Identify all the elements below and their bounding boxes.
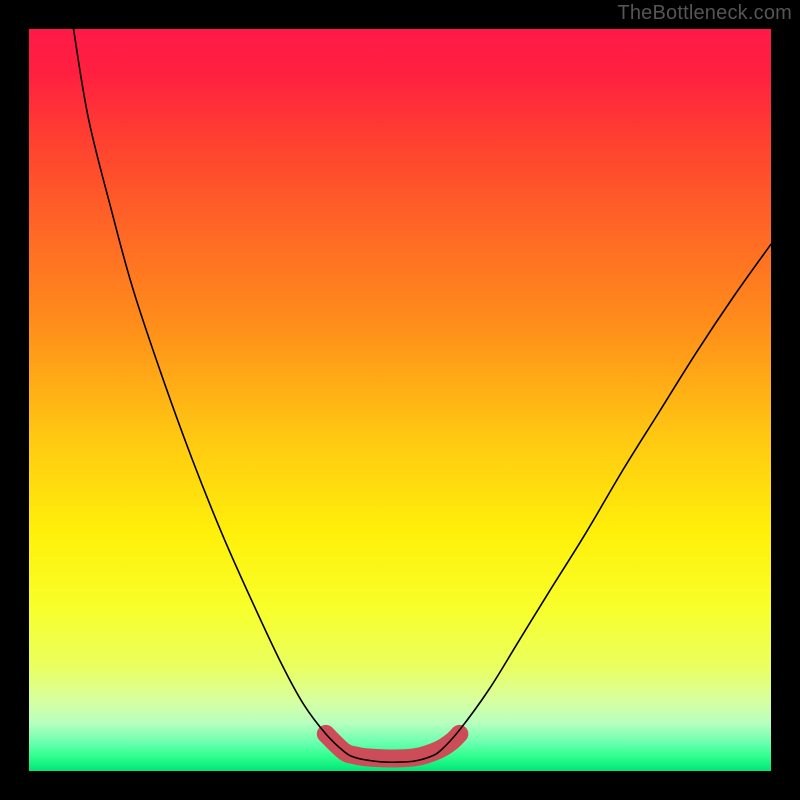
- chart-background: [29, 29, 771, 771]
- plot-area: [29, 29, 771, 771]
- chart-svg: [29, 29, 771, 771]
- watermark-text: TheBottleneck.com: [617, 2, 792, 25]
- chart-frame: TheBottleneck.com: [0, 0, 800, 800]
